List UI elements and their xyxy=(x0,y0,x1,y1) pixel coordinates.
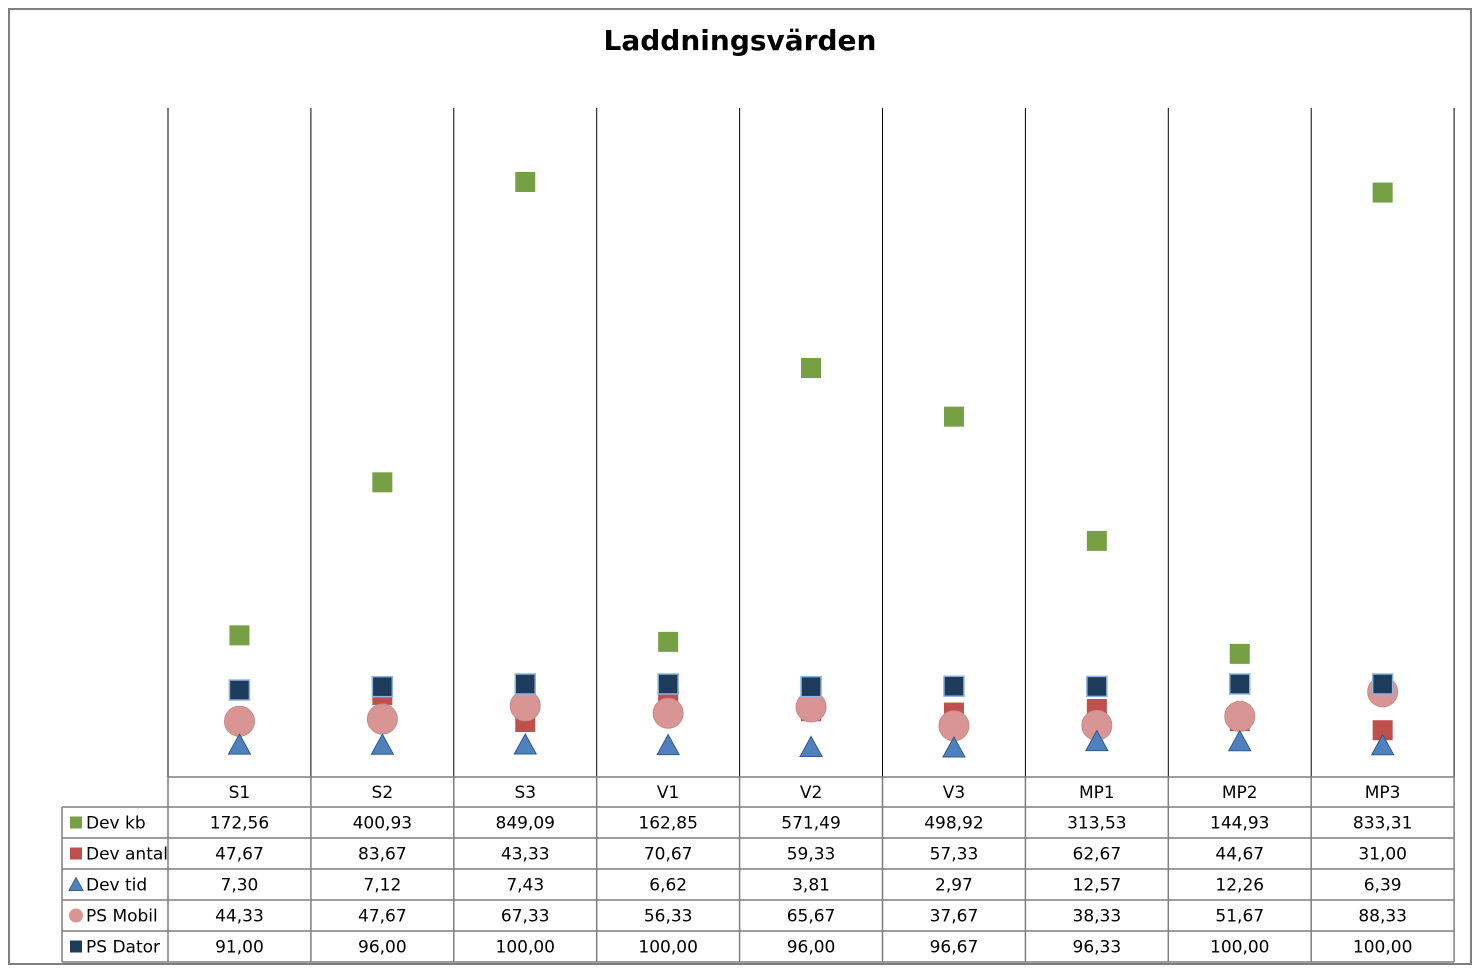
data-label: 571,49 xyxy=(781,814,840,834)
data-point xyxy=(1372,720,1393,741)
category-label: MP2 xyxy=(1222,783,1258,803)
category-label: MP3 xyxy=(1365,783,1401,803)
legend-label: PS Dator xyxy=(86,938,160,958)
data-label: 43,33 xyxy=(501,845,550,865)
data-point xyxy=(801,358,822,379)
data-point xyxy=(1224,700,1256,732)
data-label: 144,93 xyxy=(1210,814,1269,834)
data-point xyxy=(942,735,966,758)
data-point xyxy=(1229,673,1251,695)
data-label: 51,67 xyxy=(1215,907,1264,927)
data-label: 57,33 xyxy=(930,845,979,865)
data-point xyxy=(800,675,822,698)
data-label: 62,67 xyxy=(1073,845,1122,865)
data-label: 12,26 xyxy=(1215,876,1264,896)
data-point xyxy=(1085,729,1109,752)
data-point xyxy=(223,705,255,737)
data-label: 7,43 xyxy=(506,876,544,896)
data-point xyxy=(1372,182,1393,203)
legend-key xyxy=(70,940,82,953)
data-point xyxy=(366,703,398,735)
data-label: 833,31 xyxy=(1353,814,1412,834)
category-label: V1 xyxy=(657,783,679,803)
data-label: 100,00 xyxy=(496,938,555,958)
data-label: 400,93 xyxy=(353,814,412,834)
data-point xyxy=(372,472,393,493)
data-label: 498,92 xyxy=(924,814,983,834)
data-label: 67,33 xyxy=(501,907,550,927)
category-label: S3 xyxy=(514,783,536,803)
data-point xyxy=(1229,643,1250,664)
data-point xyxy=(371,675,394,698)
data-point xyxy=(514,673,536,695)
data-label: 100,00 xyxy=(638,938,697,958)
data-label: 2,97 xyxy=(935,876,973,896)
data-label: 70,67 xyxy=(644,845,693,865)
data-label: 96,33 xyxy=(1073,938,1122,958)
data-label: 7,30 xyxy=(221,876,259,896)
data-point xyxy=(513,732,538,755)
data-point xyxy=(652,697,684,729)
data-label: 47,67 xyxy=(215,845,264,865)
category-label: MP1 xyxy=(1079,783,1115,803)
legend-label: PS Mobil xyxy=(86,907,158,927)
data-point xyxy=(658,631,679,652)
legend-label: Dev kb xyxy=(86,814,146,834)
category-label: S1 xyxy=(229,783,251,803)
data-label: 100,00 xyxy=(1353,938,1412,958)
data-label: 83,67 xyxy=(358,845,407,865)
data-point xyxy=(1086,530,1107,551)
data-point xyxy=(370,733,395,755)
data-label: 96,00 xyxy=(787,938,836,958)
data-label: 96,00 xyxy=(358,938,407,958)
data-label: 7,12 xyxy=(363,876,401,896)
data-label: 47,67 xyxy=(358,907,407,927)
data-label: 59,33 xyxy=(787,845,836,865)
data-label: 100,00 xyxy=(1210,938,1269,958)
legend-key xyxy=(69,908,83,923)
data-label: 88,33 xyxy=(1358,907,1407,927)
data-point xyxy=(943,406,964,427)
data-label: 172,56 xyxy=(210,814,269,834)
data-label: 12,57 xyxy=(1073,876,1122,896)
data-point xyxy=(227,733,252,755)
data-label: 313,53 xyxy=(1067,814,1126,834)
data-point xyxy=(515,172,536,192)
legend-key xyxy=(68,876,84,891)
data-label: 56,33 xyxy=(644,907,693,927)
legend-label: Dev tid xyxy=(86,876,147,896)
data-point xyxy=(509,690,541,722)
category-label: S2 xyxy=(372,783,394,803)
data-label: 44,67 xyxy=(1215,845,1264,865)
data-label: 44,33 xyxy=(215,907,264,927)
data-point xyxy=(799,735,823,757)
category-label: V3 xyxy=(943,783,965,803)
data-point xyxy=(943,675,965,697)
data-label: 3,81 xyxy=(792,876,830,896)
data-point xyxy=(1086,675,1108,698)
data-label: 37,67 xyxy=(930,907,979,927)
legend-label: Dev antal xyxy=(86,845,168,865)
data-label: 162,85 xyxy=(638,814,697,834)
chart-title: Laddningsvärden xyxy=(603,24,877,57)
data-label: 91,00 xyxy=(215,938,264,958)
data-label: 6,39 xyxy=(1364,876,1402,896)
data-label: 849,09 xyxy=(496,814,555,834)
data-label: 96,67 xyxy=(930,938,979,958)
data-point xyxy=(1227,729,1252,752)
category-label: V2 xyxy=(800,783,822,803)
data-label: 6,62 xyxy=(649,876,687,896)
legend-key xyxy=(70,847,82,860)
data-point xyxy=(656,733,680,756)
data-point xyxy=(657,673,679,695)
data-point xyxy=(1370,733,1395,756)
data-point xyxy=(228,679,251,701)
data-point xyxy=(1371,673,1394,695)
legend-key xyxy=(70,816,82,829)
data-label: 38,33 xyxy=(1073,907,1122,927)
data-label: 31,00 xyxy=(1358,845,1407,865)
data-point xyxy=(229,625,250,646)
data-label: 65,67 xyxy=(787,907,836,927)
